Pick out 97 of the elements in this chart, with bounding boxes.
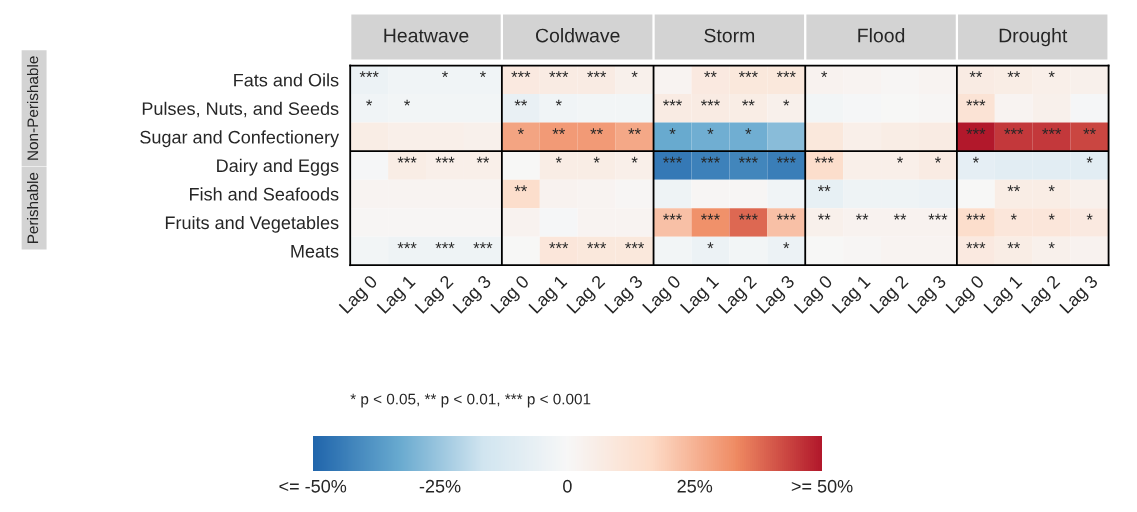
data-label: * (479, 71, 486, 78)
color-bar-label: <= -50% (279, 479, 347, 493)
data-label: *** (776, 156, 796, 163)
data-label: * (707, 128, 714, 135)
data-label: ** (1083, 128, 1096, 135)
y-tick-label: Fats and Oils (234, 73, 339, 87)
data-label: *** (966, 99, 986, 106)
data-label: * (555, 99, 562, 106)
data-label: *** (663, 99, 682, 106)
data-label: ** (742, 99, 755, 106)
data-label: ** (817, 213, 831, 220)
data-label: *** (625, 242, 645, 249)
data-label: * (1048, 213, 1055, 220)
data-label: * (366, 99, 373, 106)
data-label: *** (814, 156, 834, 163)
data-label: *** (1004, 128, 1024, 135)
data-label: ** (1007, 242, 1020, 249)
data-label: * (821, 71, 828, 78)
data-label: * (707, 242, 714, 249)
data-label: ** (817, 185, 831, 192)
data-label: *** (738, 71, 758, 78)
data-label: *** (663, 156, 682, 163)
y-tick-label: Dairy and Eggs (217, 158, 339, 176)
text: Flood (858, 28, 905, 43)
color-bar-label: >= 50% (791, 479, 853, 493)
data-label: ** (1007, 71, 1020, 78)
data-label: * (1048, 242, 1055, 249)
data-label: ** (1007, 185, 1020, 192)
data-label: ** (893, 213, 907, 220)
data-label: *** (663, 213, 682, 220)
data-label: * (897, 156, 903, 163)
data-label: ** (628, 128, 641, 135)
data-label: *** (397, 242, 417, 249)
text: Coldwave (536, 28, 620, 43)
data-label: *** (397, 156, 417, 163)
color-bar-label: -25% (419, 479, 461, 493)
y-tick-label: Meats (291, 245, 339, 258)
data-label: * (517, 128, 524, 135)
data-label: * (442, 71, 448, 78)
x-tick-label: Lag 3 (1059, 274, 1101, 317)
color-bar-label: 0 (563, 479, 572, 493)
text: * p < 0.05, ** p < 0.01, *** p < 0.001 (350, 393, 591, 408)
data-label: ** (855, 213, 869, 220)
data-label: ** (969, 71, 983, 78)
data-label: * (1010, 213, 1017, 220)
color-bar-label: 25% (677, 479, 713, 493)
data-label: *** (435, 242, 455, 249)
text: Drought (999, 28, 1068, 47)
text: Heatwave (384, 28, 469, 43)
data-label: * (1086, 156, 1093, 163)
data-label: *** (1042, 128, 1062, 135)
data-label: *** (700, 213, 720, 220)
data-label: *** (587, 71, 607, 78)
data-label: * (631, 71, 638, 78)
data-label: *** (700, 99, 720, 106)
data-label: * (745, 128, 752, 135)
data-label: *** (738, 156, 758, 163)
y-tick-label: Fish and Seafoods (190, 187, 339, 201)
data-label: * (631, 156, 638, 163)
data-label: *** (776, 71, 796, 78)
data-label: *** (966, 128, 986, 135)
data-label: *** (928, 213, 948, 220)
data-label: * (1086, 213, 1093, 220)
data-label: * (555, 156, 562, 163)
data-label: *** (700, 156, 720, 163)
data-label: *** (549, 242, 569, 249)
y-tick-label: Pulses, Nuts, and Seeds (142, 101, 339, 118)
y-tick-label: Sugar and Confectionery (140, 130, 340, 148)
data-label: * (669, 128, 676, 135)
data-label: *** (549, 71, 569, 78)
data-label: *** (587, 242, 607, 249)
data-label: * (1048, 185, 1055, 192)
y-tick-label: Fruits and Vegetables (165, 215, 339, 233)
data-label: ** (514, 99, 528, 106)
data-label: * (404, 99, 411, 106)
data-label: * (972, 156, 979, 163)
data-label: ** (552, 128, 565, 135)
data-label: ** (704, 71, 717, 78)
data-label: *** (511, 71, 531, 78)
text: Perishable (26, 172, 39, 243)
data-label: * (1048, 71, 1055, 78)
data-label: ** (514, 185, 528, 192)
data-label: *** (776, 213, 796, 220)
data-label: * (783, 99, 790, 106)
data-label: *** (435, 156, 455, 163)
data-label: *** (966, 242, 986, 249)
data-label: * (593, 156, 600, 163)
data-label: *** (966, 213, 986, 220)
data-label: * (934, 156, 941, 163)
text: Storm (704, 28, 755, 43)
data-label: ** (476, 156, 490, 163)
data-label: *** (473, 242, 493, 249)
data-label: *** (738, 213, 758, 220)
data-label: * (783, 242, 790, 249)
data-label: *** (359, 71, 379, 78)
data-label: ** (590, 128, 603, 135)
text: Non-Perishable (26, 56, 39, 160)
